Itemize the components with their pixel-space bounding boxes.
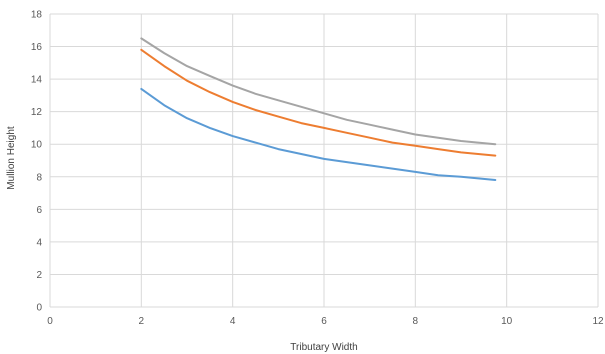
series-line-1 (140, 37, 497, 146)
y-tick-label: 14 (31, 75, 43, 86)
y-tick-label: 4 (36, 237, 42, 248)
y-tick-label: 10 (31, 140, 43, 151)
grid-lines (49, 13, 599, 308)
y-tick-label: 16 (31, 42, 43, 53)
x-tick-label: 10 (501, 316, 513, 327)
y-tick-label: 8 (36, 172, 42, 183)
tick-labels: 0 2 4 6 8 10 12 14 16 18 0 2 4 6 8 10 12 (31, 10, 604, 328)
x-tick-label: 0 (47, 316, 53, 327)
x-tick-label: 4 (230, 316, 236, 327)
x-axis-title: Tributary Width (290, 342, 357, 353)
series-line-2 (140, 48, 497, 157)
y-tick-label: 0 (36, 303, 42, 314)
series-line-3 (140, 87, 497, 181)
y-tick-label: 6 (36, 205, 42, 216)
x-tick-label: 12 (592, 316, 604, 327)
series-lines (140, 37, 497, 181)
x-tick-label: 8 (413, 316, 419, 327)
y-tick-label: 18 (31, 10, 43, 21)
x-tick-label: 2 (139, 316, 145, 327)
x-tick-label: 6 (321, 316, 327, 327)
y-tick-label: 12 (31, 107, 43, 118)
y-axis-title: Mullion Height (6, 126, 17, 190)
y-tick-label: 2 (36, 270, 42, 281)
